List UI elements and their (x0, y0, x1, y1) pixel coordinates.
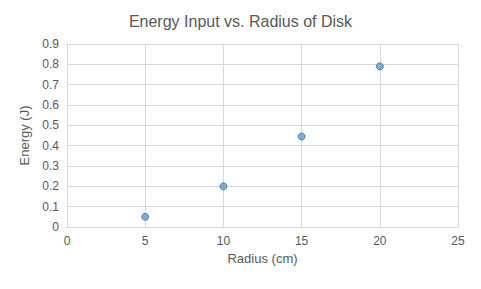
svg-text:0.1: 0.1 (42, 200, 59, 214)
svg-text:0.3: 0.3 (42, 159, 59, 173)
svg-text:20: 20 (373, 234, 387, 248)
svg-text:0.8: 0.8 (42, 57, 59, 71)
svg-text:Energy Input vs. Radius of Dis: Energy Input vs. Radius of Disk (129, 13, 353, 30)
svg-text:0.9: 0.9 (42, 37, 59, 51)
svg-text:15: 15 (295, 234, 309, 248)
svg-text:0: 0 (52, 220, 59, 234)
svg-text:Energy (J): Energy (J) (17, 106, 32, 166)
svg-text:0: 0 (64, 234, 71, 248)
svg-text:10: 10 (217, 234, 231, 248)
svg-text:0.6: 0.6 (42, 98, 59, 112)
svg-text:0.7: 0.7 (42, 78, 59, 92)
svg-text:0.2: 0.2 (42, 179, 59, 193)
svg-text:0.5: 0.5 (42, 118, 59, 132)
svg-text:25: 25 (451, 234, 465, 248)
svg-text:Radius (cm): Radius (cm) (227, 251, 297, 266)
svg-text:0.4: 0.4 (42, 139, 59, 153)
svg-text:5: 5 (142, 234, 149, 248)
